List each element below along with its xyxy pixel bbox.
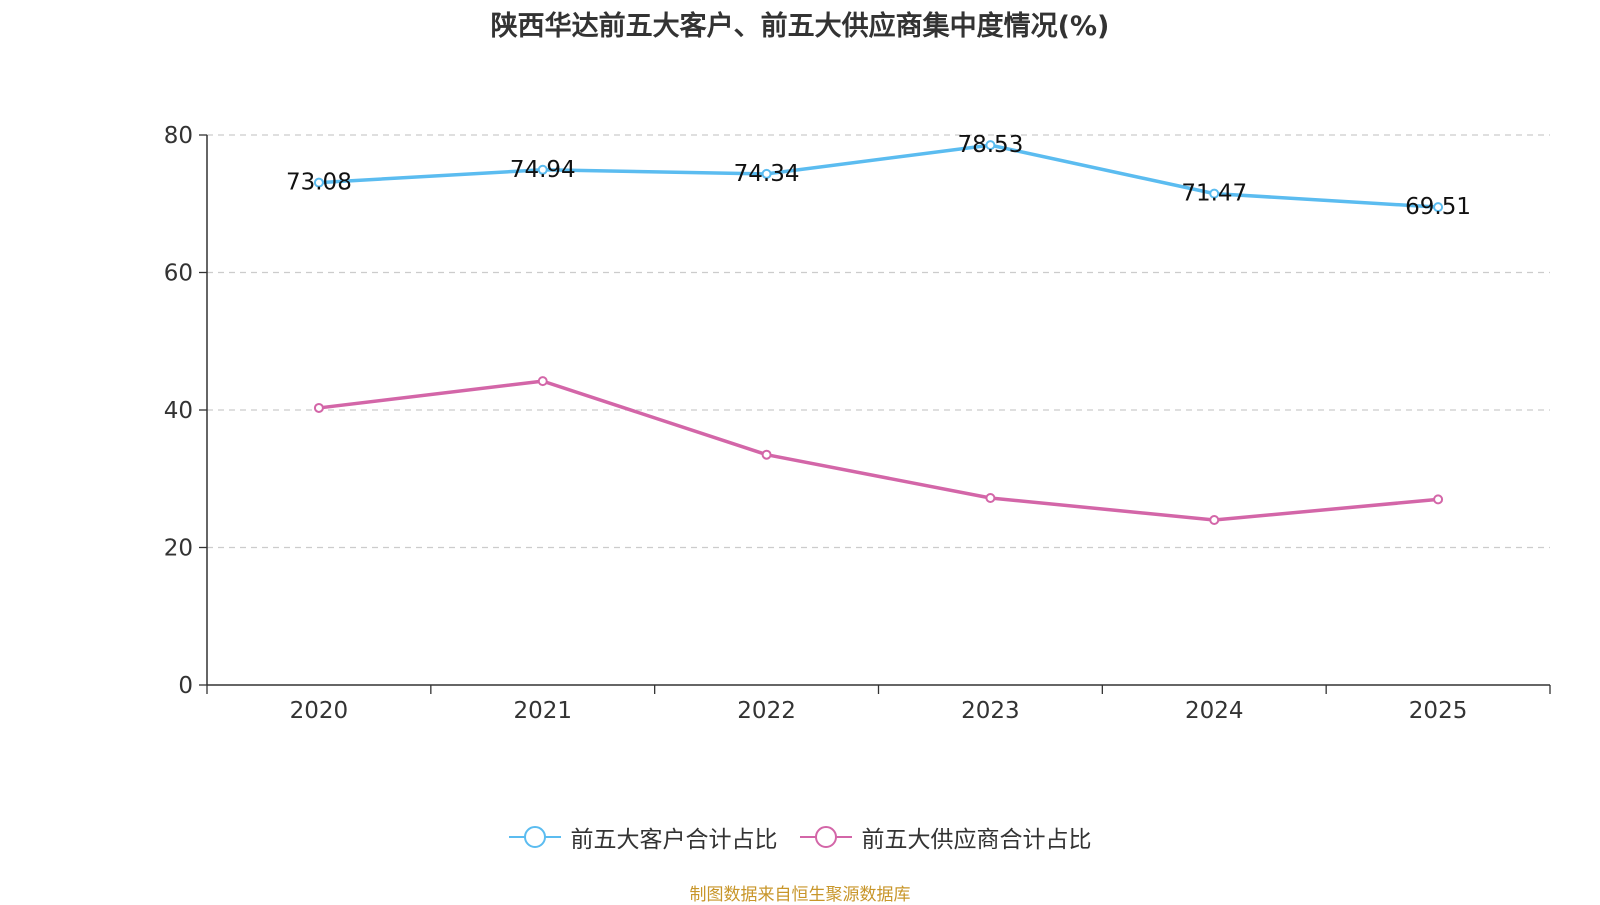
axes: 0 20 40 60 80 2020 2021 2022 2023 2024 2025 [164,123,1551,724]
data-point [1209,515,1220,525]
y-tick-label: 60 [164,261,193,287]
x-tick-label: 2025 [1409,698,1468,724]
data-label: 74.94 [510,157,576,183]
data-point [537,164,548,175]
data-point [761,449,772,460]
data-point [313,177,324,188]
data-point [985,493,996,503]
y-tick-label: 20 [164,536,193,562]
data-labels: 73.08 74.94 74.34 78.53 71.47 69.51 [286,132,1471,220]
data-point [1433,202,1444,213]
series-line-2 [318,379,1439,522]
data-point [761,168,772,179]
series-line-1 [318,143,1439,209]
data-label: 73.08 [286,170,352,196]
legend: 前五大客户合计占比 前五大供应商合计占比 [0,820,1600,854]
x-tick-label: 2020 [290,698,349,724]
data-label: 69.51 [1405,194,1471,220]
legend-item-suppliers[interactable]: 前五大供应商合计占比 [799,820,1092,854]
data-point [985,140,996,151]
data-point [537,376,548,387]
data-label: 74.34 [734,161,800,187]
data-point [1209,188,1220,199]
data-point [313,402,324,413]
x-tick-label: 2023 [961,698,1020,724]
y-tick-label: 0 [178,673,193,699]
y-tick-label: 40 [164,398,193,424]
x-tick-label: 2024 [1185,698,1244,724]
series-lines [313,140,1444,525]
chart-title: 陕西华达前五大客户、前五大供应商集中度情况(%) [490,11,1110,42]
legend-suppliers-icon [799,826,852,848]
legend-label-suppliers: 前五大供应商合计占比 [861,827,1092,853]
x-tick-label: 2021 [513,698,572,724]
x-tick-label: 2022 [737,698,796,724]
legend-item-customers[interactable]: 前五大客户合计占比 [508,820,778,854]
y-tick-label: 80 [164,123,193,149]
data-point [1433,494,1444,505]
gridlines [207,134,1550,549]
legend-customers-icon [508,826,561,848]
source-note: 制图数据来自恒生聚源数据库 [689,885,911,905]
legend-label-customers: 前五大客户合计占比 [570,827,778,853]
data-label: 71.47 [1181,181,1247,207]
data-label: 78.53 [957,132,1023,158]
